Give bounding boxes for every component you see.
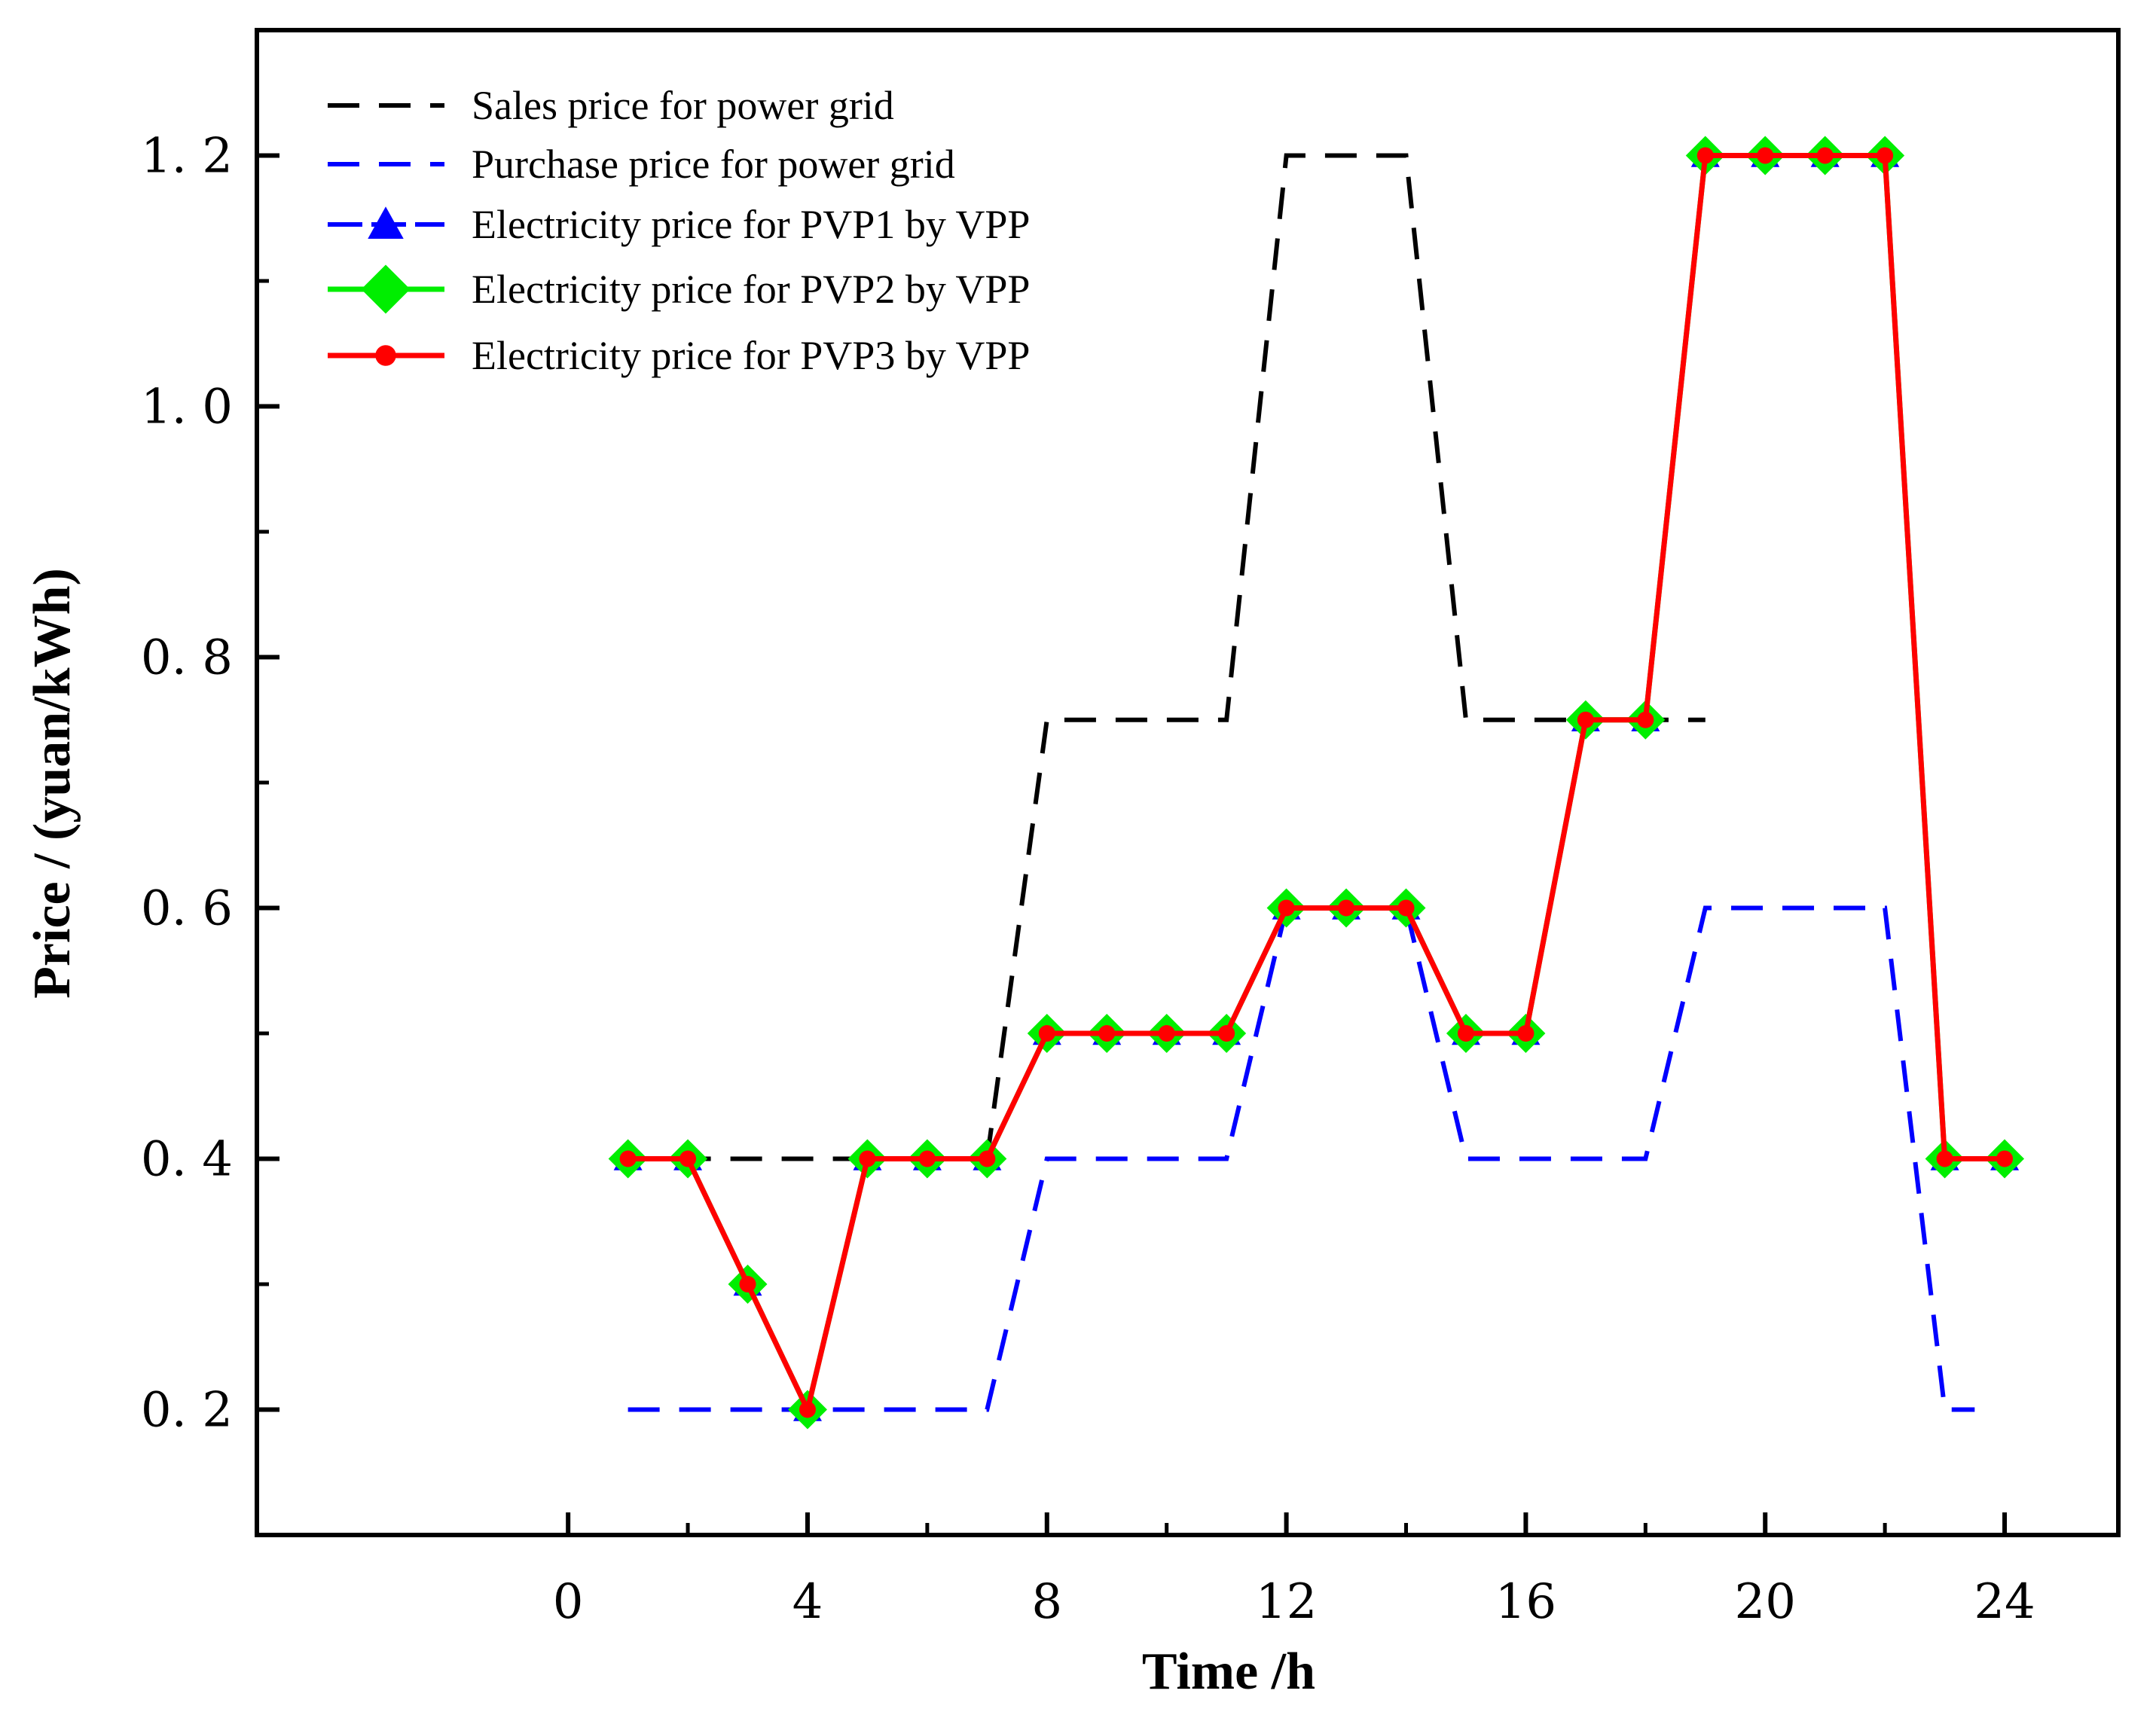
data-point-circle bbox=[1038, 1025, 1055, 1042]
series-line bbox=[628, 153, 1706, 1161]
y-tick-label: 1. 2 bbox=[141, 129, 233, 185]
series-5 bbox=[619, 147, 2014, 1418]
series-line bbox=[628, 905, 1975, 1412]
data-point-circle bbox=[1877, 147, 1894, 164]
legend: Sales price for power grid Purchase price… bbox=[328, 83, 1030, 378]
legend-entry-2: Purchase price for power grid bbox=[328, 142, 955, 187]
data-point-circle bbox=[1517, 1025, 1535, 1042]
legend-entry-3: Electricity price for PVP1 by VPP bbox=[328, 202, 1030, 247]
data-point-circle bbox=[1338, 899, 1355, 917]
legend-marker-triangle bbox=[368, 206, 404, 239]
data-point-circle bbox=[1816, 147, 1834, 164]
x-tick-label: 8 bbox=[1031, 1574, 1062, 1630]
data-point-circle bbox=[1158, 1025, 1175, 1042]
data-point-circle bbox=[1936, 1150, 1953, 1167]
data-point-circle bbox=[1757, 147, 1774, 164]
y-tick-label: 0. 6 bbox=[141, 881, 233, 937]
data-point-circle bbox=[679, 1150, 697, 1167]
y-tick-label: 0. 2 bbox=[141, 1383, 233, 1439]
x-tick-label: 0 bbox=[553, 1574, 584, 1630]
x-tick-label: 4 bbox=[792, 1574, 823, 1630]
y-tick-label: 0. 4 bbox=[141, 1132, 233, 1188]
x-tick-label: 20 bbox=[1735, 1574, 1796, 1630]
data-point-circle bbox=[1098, 1025, 1116, 1042]
tick-layer: 0 4 8 12 16 20 24 0. 2 0. 4 0. 6 0. 8 1. 0 1. 2 bbox=[141, 129, 2035, 1631]
series-layer bbox=[608, 136, 2025, 1430]
data-point-circle bbox=[1996, 1150, 2014, 1167]
legend-entry-4: Electricity price for PVP2 by VPP bbox=[328, 264, 1030, 314]
y-tick-label: 1. 0 bbox=[141, 380, 233, 435]
data-point-circle bbox=[1218, 1025, 1235, 1042]
series-line bbox=[628, 153, 2005, 1418]
data-point-circle bbox=[1457, 1025, 1474, 1042]
data-point-circle bbox=[859, 1150, 876, 1167]
data-point-circle bbox=[619, 1150, 637, 1167]
data-point-circle bbox=[739, 1276, 756, 1292]
series-2 bbox=[628, 905, 1975, 1412]
data-point-circle bbox=[1577, 711, 1594, 728]
legend-label: Sales price for power grid bbox=[472, 83, 894, 128]
data-point-circle bbox=[979, 1150, 996, 1167]
data-point-circle bbox=[1637, 711, 1654, 728]
legend-label: Purchase price for power grid bbox=[472, 142, 955, 187]
legend-marker-diamond bbox=[361, 264, 411, 314]
x-tick-label: 16 bbox=[1495, 1574, 1556, 1630]
x-tick-label: 12 bbox=[1256, 1574, 1317, 1630]
legend-entry-5: Electricity price for PVP3 by VPP bbox=[328, 333, 1030, 378]
legend-label: Electricity price for PVP2 by VPP bbox=[472, 267, 1030, 312]
x-axis-title: Time /h bbox=[1142, 1643, 1315, 1701]
y-tick-label: 0. 8 bbox=[141, 630, 233, 686]
data-point-circle bbox=[799, 1401, 816, 1418]
legend-label: Electricity price for PVP3 by VPP bbox=[472, 333, 1030, 378]
legend-marker-circle bbox=[375, 345, 396, 366]
series-1 bbox=[628, 153, 1706, 1161]
data-point-circle bbox=[918, 1150, 936, 1167]
data-point-circle bbox=[1397, 899, 1415, 917]
legend-entry-1: Sales price for power grid bbox=[328, 83, 894, 128]
data-point-circle bbox=[1696, 147, 1714, 164]
data-point-circle bbox=[1278, 899, 1295, 917]
x-tick-label: 24 bbox=[1974, 1574, 2035, 1630]
legend-label: Electricity price for PVP1 by VPP bbox=[472, 202, 1030, 247]
y-axis-title: Price / (yuan/kWh) bbox=[23, 568, 81, 999]
